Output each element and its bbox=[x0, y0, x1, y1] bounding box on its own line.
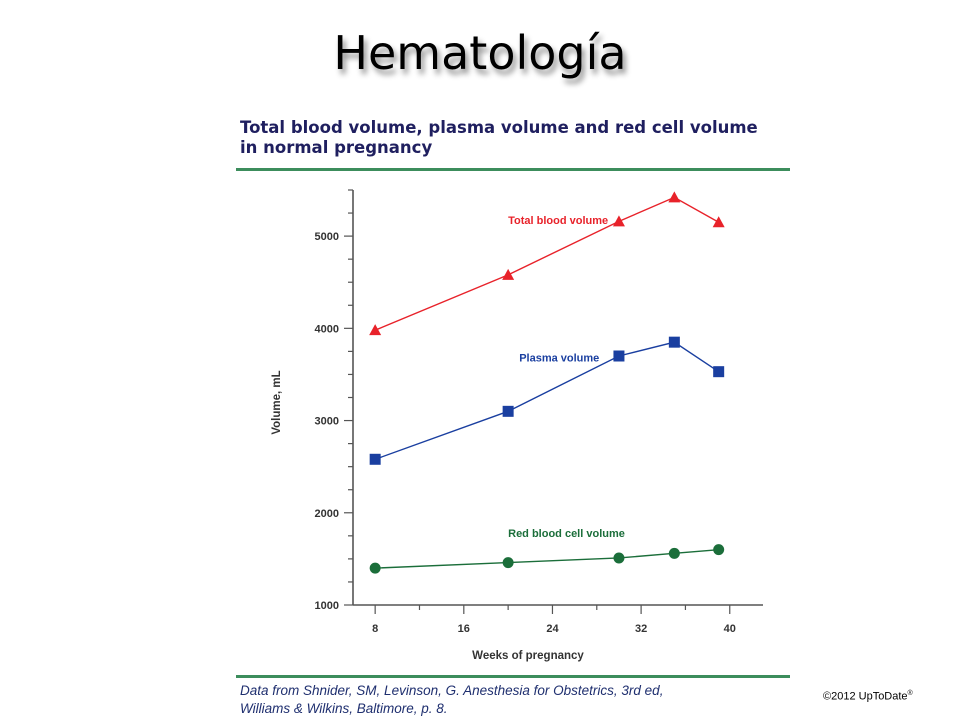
x-axis-title: Weeks of pregnancy bbox=[472, 650, 584, 662]
y-tick-label: 5000 bbox=[315, 231, 339, 243]
total-blood-volume-point bbox=[369, 324, 382, 336]
plasma-volume-point bbox=[502, 405, 514, 417]
chart-title: Total blood volume, plasma volume and re… bbox=[240, 118, 800, 158]
labels-layer: 1000 2000 3000 4000 5000 8 16 24 32 40 Weeks of pr… bbox=[271, 215, 736, 662]
x-tick-label: 24 bbox=[546, 623, 559, 635]
copyright-notice: ©2012 UpToDate® bbox=[823, 690, 913, 703]
source-line-1: Data from Shnider, SM, Levinson, G. Anes… bbox=[240, 683, 664, 698]
plasma-volume-point bbox=[613, 350, 625, 362]
red-blood-cell-volume-point bbox=[668, 547, 680, 559]
slide-title: Hematología bbox=[333, 26, 627, 80]
chart-title-line-2: in normal pregnancy bbox=[240, 138, 433, 157]
red-blood-cell-volume-label: Red blood cell volume bbox=[508, 528, 625, 540]
y-tick-label: 3000 bbox=[315, 416, 339, 428]
series-layer bbox=[369, 191, 725, 574]
y-tick-label: 2000 bbox=[315, 508, 339, 520]
source-note: Data from Shnider, SM, Levinson, G. Anes… bbox=[240, 682, 800, 718]
x-tick-label: 40 bbox=[724, 623, 736, 635]
top-divider bbox=[236, 168, 790, 171]
y-tick-label: 1000 bbox=[315, 600, 339, 612]
red-blood-cell-volume-line bbox=[375, 548, 719, 569]
registered-mark: ® bbox=[907, 690, 913, 697]
red-blood-cell-volume-point bbox=[713, 544, 725, 556]
total-blood-volume-point bbox=[612, 215, 625, 227]
red-blood-cell-volume-point bbox=[502, 557, 514, 569]
total-blood-volume-label: Total blood volume bbox=[508, 215, 608, 227]
red-blood-cell-volume-point bbox=[613, 552, 625, 564]
line-chart: 1000 2000 3000 4000 5000 8 16 24 32 40 Weeks of pr… bbox=[271, 189, 763, 662]
copyright-text: ©2012 UpToDate bbox=[823, 690, 908, 703]
red-blood-cell-volume-point bbox=[369, 562, 381, 574]
bottom-divider bbox=[236, 675, 790, 678]
plasma-volume-point bbox=[369, 453, 381, 465]
x-tick-label: 32 bbox=[635, 623, 647, 635]
total-blood-volume-point bbox=[712, 216, 725, 228]
chart-title-line-1: Total blood volume, plasma volume and re… bbox=[240, 118, 758, 137]
plasma-volume-label: Plasma volume bbox=[519, 353, 599, 365]
x-tick-label: 8 bbox=[372, 623, 378, 635]
axes bbox=[344, 189, 763, 614]
y-axis-title: Volume, mL bbox=[271, 370, 283, 434]
plasma-volume-point bbox=[713, 366, 725, 378]
source-line-2: Williams & Wilkins, Baltimore, p. 8. bbox=[240, 701, 448, 716]
total-blood-volume-point bbox=[502, 268, 515, 280]
x-tick-label: 16 bbox=[458, 623, 470, 635]
total-blood-volume-point bbox=[668, 191, 681, 203]
plasma-volume-point bbox=[668, 336, 680, 348]
y-tick-label: 4000 bbox=[315, 323, 339, 335]
